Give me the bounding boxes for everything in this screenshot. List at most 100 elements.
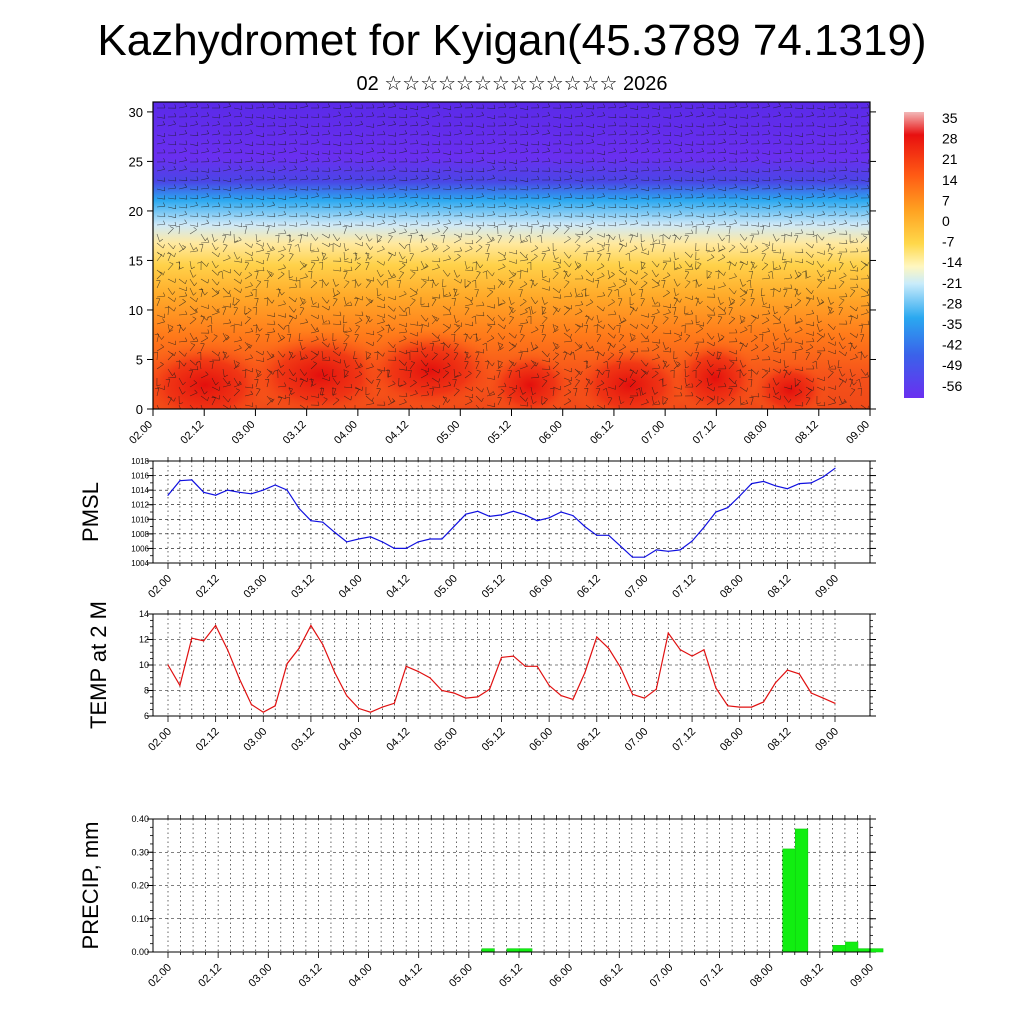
- data-point: [441, 538, 442, 539]
- x-tick-label: 08.00: [742, 419, 770, 447]
- pmsl-panel: 1004100610081010101210141016101802.00 02.…: [78, 457, 876, 601]
- y-tick-label: 0.30: [131, 847, 149, 857]
- data-point: [239, 678, 240, 679]
- data-point: [406, 548, 407, 549]
- colorbar-label: -28: [942, 295, 962, 311]
- x-tick-label: 05.00: [432, 573, 460, 601]
- precip-bar: [833, 945, 846, 952]
- data-point: [465, 698, 466, 699]
- data-point: [429, 538, 430, 539]
- x-tick-label: 08.12: [766, 573, 794, 601]
- data-point: [739, 495, 740, 496]
- x-tick-label: 02.00: [146, 962, 174, 990]
- x-tick-label: 04.00: [332, 419, 360, 447]
- data-point: [596, 636, 597, 637]
- x-tick-label: 02.00: [146, 573, 174, 601]
- x-tick-label: 02.12: [178, 419, 206, 447]
- x-tick-label: 09.00: [813, 726, 841, 754]
- y-tick-label: 25: [129, 154, 143, 169]
- data-point: [584, 526, 585, 527]
- y-tick-label: 1008: [131, 530, 149, 539]
- x-tick-label: 07.12: [698, 962, 726, 990]
- colorbar-label: 28: [942, 131, 958, 147]
- colorbar-label: -21: [942, 275, 962, 291]
- y-axis-label: PRECIP, mm: [78, 822, 103, 950]
- x-tick-label: 09.00: [844, 419, 872, 447]
- x-tick-label: 08.12: [793, 419, 821, 447]
- x-tick-label: 04.00: [337, 726, 365, 754]
- y-axis-label: TEMP at 2 M: [86, 601, 111, 729]
- x-tick-label: 02.12: [194, 726, 222, 754]
- data-point: [787, 670, 788, 671]
- y-tick-label: 6: [144, 711, 149, 721]
- data-point: [560, 511, 561, 512]
- y-tick-label: 10: [139, 660, 149, 670]
- data-point: [775, 485, 776, 486]
- data-point: [608, 648, 609, 649]
- data-point: [358, 708, 359, 709]
- data-point: [644, 557, 645, 558]
- y-tick-label: 10: [129, 303, 143, 318]
- data-point: [477, 511, 478, 512]
- x-tick-label: 04.12: [384, 573, 412, 601]
- x-tick-label: 07.12: [670, 726, 698, 754]
- colorbar-label: 35: [942, 110, 958, 126]
- colorbar-label: 0: [942, 213, 950, 229]
- x-tick-label: 08.00: [748, 962, 776, 990]
- x-tick-label: 02.12: [194, 573, 222, 601]
- data-point: [596, 535, 597, 536]
- x-tick-label: 08.00: [718, 726, 746, 754]
- x-tick-label: 03.00: [241, 573, 269, 601]
- y-tick-label: 0.10: [131, 914, 149, 924]
- data-point: [549, 685, 550, 686]
- x-tick-label: 06.12: [575, 573, 603, 601]
- data-point: [298, 648, 299, 649]
- data-point: [465, 514, 466, 515]
- data-point: [382, 706, 383, 707]
- cross-section-x-axis: 02.00 02.12 03.00 03.12 04.00 04.12 05.00 05.12…: [127, 409, 872, 447]
- data-point: [501, 514, 502, 515]
- data-point: [715, 511, 716, 512]
- x-tick-label: 03.12: [289, 726, 317, 754]
- x-tick-label: 03.00: [246, 962, 274, 990]
- y-tick-label: 0.40: [131, 814, 149, 824]
- data-point: [811, 482, 812, 483]
- y-tick-label: 5: [136, 352, 143, 367]
- y-axis-label: PMSL: [78, 482, 103, 542]
- data-point: [346, 695, 347, 696]
- data-point: [287, 490, 288, 491]
- data-point: [322, 644, 323, 645]
- x-tick-label: 05.12: [486, 419, 514, 447]
- data-point: [215, 625, 216, 626]
- x-tick-label: 07.00: [623, 573, 651, 601]
- precip-bar: [871, 949, 884, 952]
- x-tick-label: 06.00: [527, 726, 555, 754]
- data-point: [549, 517, 550, 518]
- data-point: [799, 673, 800, 674]
- data-point: [215, 495, 216, 496]
- data-point: [334, 532, 335, 533]
- colorbar-label: -7: [942, 234, 955, 250]
- data-point: [429, 677, 430, 678]
- data-point: [167, 664, 168, 665]
- data-point: [513, 655, 514, 656]
- data-point: [275, 484, 276, 485]
- data-point: [239, 492, 240, 493]
- x-tick-label: 05.00: [447, 962, 475, 990]
- x-tick-label: 06.12: [575, 726, 603, 754]
- x-tick-label: 06.00: [547, 962, 575, 990]
- data-point: [358, 538, 359, 539]
- colorbar-label: -35: [942, 316, 962, 332]
- x-tick-label: 07.00: [648, 962, 676, 990]
- y-tick-label: 30: [129, 105, 143, 120]
- data-point: [346, 541, 347, 542]
- data-point: [620, 546, 621, 547]
- data-point: [477, 696, 478, 697]
- colorbar-label: -56: [942, 378, 962, 394]
- data-point: [775, 682, 776, 683]
- data-point: [834, 468, 835, 469]
- data-point: [227, 649, 228, 650]
- data-point: [572, 699, 573, 700]
- y-tick-label: 1006: [131, 544, 149, 553]
